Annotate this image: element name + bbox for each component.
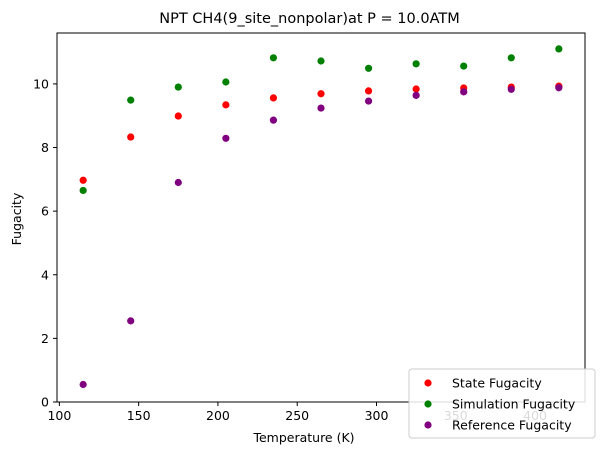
point-simulation-fugacity bbox=[79, 186, 87, 195]
point-simulation-fugacity bbox=[317, 57, 325, 65]
point-state-fugacity bbox=[174, 112, 182, 120]
point-reference-fugacity bbox=[174, 178, 182, 187]
point-state-fugacity bbox=[222, 101, 230, 109]
point-simulation-fugacity bbox=[364, 64, 373, 72]
point-simulation-fugacity bbox=[269, 54, 278, 62]
x-axis-label: Temperature (K) bbox=[252, 430, 354, 445]
point-state-fugacity bbox=[127, 133, 135, 141]
legend-label-reference-fugacity: Reference Fugacity bbox=[452, 418, 572, 433]
point-reference-fugacity bbox=[127, 317, 135, 325]
point-reference-fugacity bbox=[460, 88, 468, 96]
point-state-fugacity bbox=[269, 94, 278, 102]
point-reference-fugacity bbox=[317, 104, 325, 112]
point-simulation-fugacity bbox=[412, 60, 420, 68]
legend-box bbox=[408, 368, 596, 439]
data-points bbox=[79, 45, 563, 389]
y-tick-label: 8 bbox=[41, 140, 49, 155]
y-tick-label: 6 bbox=[41, 204, 49, 219]
x-tick-label: 150 bbox=[127, 408, 151, 423]
point-state-fugacity bbox=[317, 90, 325, 98]
legend-marker-reference-fugacity bbox=[424, 421, 432, 429]
point-reference-fugacity bbox=[79, 380, 87, 389]
y-tick-label: 4 bbox=[41, 267, 49, 282]
legend-label-simulation-fugacity: Simulation Fugacity bbox=[452, 397, 576, 412]
legend-marker-simulation-fugacity bbox=[424, 400, 432, 408]
x-tick-label: 300 bbox=[365, 408, 389, 423]
x-tick-label: 100 bbox=[47, 408, 71, 423]
point-simulation-fugacity bbox=[507, 54, 515, 62]
legend-marker-state-fugacity bbox=[424, 379, 432, 387]
point-reference-fugacity bbox=[269, 116, 278, 124]
x-tick-label: 250 bbox=[285, 408, 309, 423]
point-simulation-fugacity bbox=[555, 45, 563, 53]
point-reference-fugacity bbox=[507, 85, 515, 93]
legend-label-state-fugacity: State Fugacity bbox=[452, 376, 542, 391]
y-tick-label: 2 bbox=[41, 331, 49, 346]
point-reference-fugacity bbox=[412, 91, 420, 99]
point-simulation-fugacity bbox=[174, 83, 182, 91]
y-axis-label: Fugacity bbox=[9, 192, 24, 245]
point-state-fugacity bbox=[79, 176, 87, 184]
point-simulation-fugacity bbox=[222, 78, 230, 86]
chart-title: NPT CH4(9_site_nonpolar)at P = 10.0ATM bbox=[159, 11, 459, 27]
y-tick-label: 10 bbox=[33, 76, 49, 91]
point-simulation-fugacity bbox=[460, 62, 468, 70]
point-reference-fugacity bbox=[364, 97, 373, 105]
point-reference-fugacity bbox=[555, 84, 563, 92]
plot-frame bbox=[56, 32, 586, 403]
point-state-fugacity bbox=[412, 85, 420, 93]
point-simulation-fugacity bbox=[127, 96, 135, 104]
y-tick-label: 0 bbox=[41, 395, 49, 410]
legend: State Fugacity Simulation Fugacity Refer… bbox=[408, 368, 596, 439]
x-tick-label: 200 bbox=[206, 408, 230, 423]
point-reference-fugacity bbox=[222, 134, 230, 142]
point-state-fugacity bbox=[364, 87, 373, 95]
